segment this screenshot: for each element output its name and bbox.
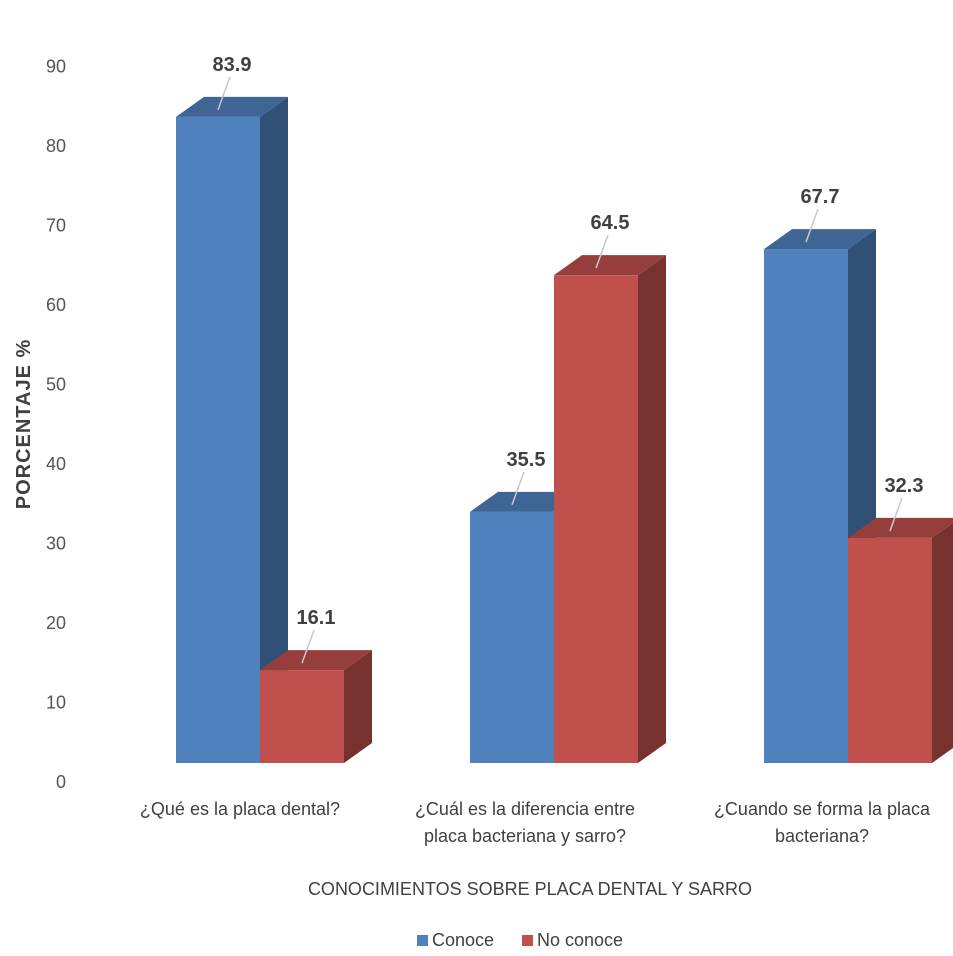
bar-front-face [764, 249, 848, 763]
y-axis-ticks: 0 10 20 30 40 50 60 70 80 90 [46, 57, 66, 793]
y-tick-label: 10 [46, 693, 66, 713]
bar-top-face [848, 517, 953, 538]
legend-label-no-conoce: No conoce [537, 930, 623, 950]
x-axis-title: CONOCIMIENTOS SOBRE PLACA DENTAL Y SARRO [308, 879, 752, 899]
data-label: 32.3 [885, 475, 924, 497]
y-tick-label: 40 [46, 454, 66, 474]
y-tick-label: 60 [46, 295, 66, 315]
y-tick-label: 90 [46, 57, 66, 77]
y-tick-label: 0 [56, 772, 66, 792]
y-tick-label: 20 [46, 613, 66, 633]
data-label: 83.9 [213, 54, 252, 76]
y-tick-label: 50 [46, 375, 66, 395]
bar-top-face [554, 255, 666, 276]
data-labels: 83.9 35.5 67.7 16.1 64.5 32.3 [213, 54, 924, 664]
bar-conoce [176, 96, 288, 764]
leader-line [889, 497, 903, 532]
bar-top-face [176, 96, 288, 117]
data-label: 67.7 [801, 186, 840, 208]
leader-line [805, 208, 819, 243]
bar-top-face [260, 650, 372, 671]
y-tick-label: 80 [46, 136, 66, 156]
y-tick-label: 30 [46, 534, 66, 554]
data-label: 35.5 [507, 449, 546, 471]
bar-front-face [176, 116, 260, 764]
legend: Conoce No conoce [417, 930, 623, 950]
bar-top-face [764, 229, 876, 250]
bar-no-conoce [260, 650, 372, 763]
bar-front-face [470, 511, 554, 763]
leader-line [301, 629, 315, 664]
data-label: 64.5 [591, 212, 630, 234]
leader-line [511, 471, 525, 506]
bar-front-face [260, 670, 344, 763]
bar-side-face [344, 650, 372, 763]
bars [176, 96, 953, 764]
legend-label-conoce: Conoce [432, 930, 494, 950]
category-label: ¿Cuando se forma la placa bacteriana? [714, 799, 931, 846]
bar-side-face [638, 255, 666, 763]
leader-line [595, 234, 609, 269]
category-labels: ¿Qué es la placa dental? ¿Cuál es la dife… [140, 799, 931, 846]
bar-no-conoce [848, 517, 953, 763]
y-axis-title: PORCENTAJE % [13, 339, 35, 510]
leader-line [217, 76, 231, 111]
y-tick-label: 70 [46, 216, 66, 236]
bar-front-face [848, 537, 932, 763]
category-label: ¿Qué es la placa dental? [140, 799, 340, 819]
category-label: ¿Cuál es la diferencia entre placa bacter… [415, 799, 635, 846]
bar-side-face [932, 522, 953, 763]
bar-front-face [554, 275, 638, 763]
legend-swatch-conoce [417, 935, 428, 946]
legend-swatch-no-conoce [522, 935, 533, 946]
bar-no-conoce [554, 255, 666, 763]
data-label: 16.1 [297, 607, 336, 629]
bar-side-face [260, 96, 288, 764]
